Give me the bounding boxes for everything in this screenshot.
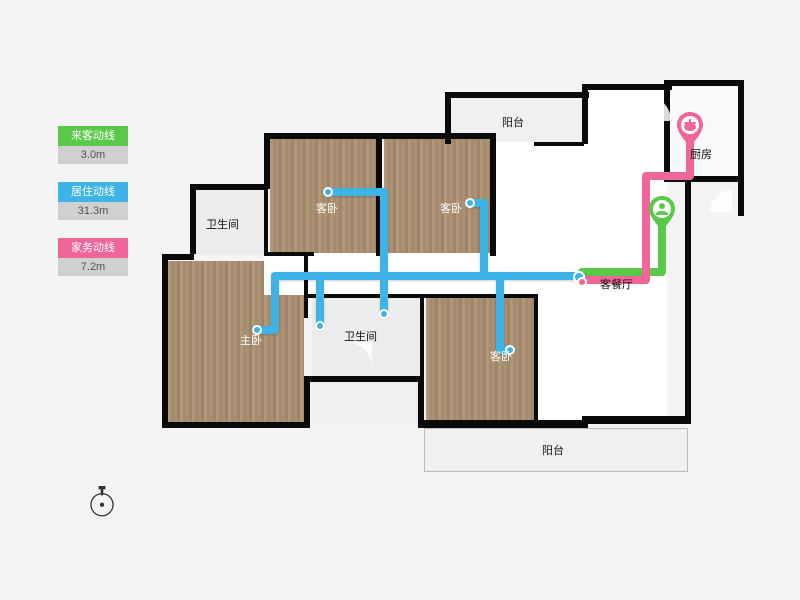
path-dot [465, 198, 475, 208]
legend-value: 7.2m [58, 258, 128, 276]
door-icon [645, 95, 671, 121]
room-balcony-bottom2 [312, 380, 422, 425]
label-bath2: 卫生间 [344, 328, 377, 344]
door-icon [710, 190, 732, 212]
corridor [264, 253, 590, 295]
label-bedroom3: 客卧 [490, 348, 512, 364]
legend-item-house: 家务动线 7.2m [58, 238, 128, 276]
label-bedroom1: 客卧 [316, 200, 338, 216]
label-bedroom2: 客卧 [440, 200, 462, 216]
legend-item-guest: 来客动线 3.0m [58, 126, 128, 164]
marker-guest-icon [649, 196, 675, 230]
label-living: 客餐厅 [600, 276, 633, 292]
label-balcony-bottom: 阳台 [542, 442, 564, 458]
legend-label: 来客动线 [58, 126, 128, 146]
label-balcony-top: 阳台 [502, 114, 524, 130]
label-bath1: 卫生间 [206, 216, 239, 232]
door-icon [346, 342, 372, 368]
compass-icon [85, 486, 119, 520]
label-master: 主卧 [240, 332, 262, 348]
legend-label: 家务动线 [58, 238, 128, 258]
path-dot [315, 321, 325, 331]
path-dot [577, 277, 587, 287]
path-dot [379, 309, 389, 319]
room-bedroom3 [426, 298, 534, 422]
room-bedroom2 [384, 139, 490, 253]
room-bedroom1 [270, 139, 376, 253]
legend: 来客动线 3.0m 居住动线 31.3m 家务动线 7.2m [58, 126, 128, 294]
legend-value: 3.0m [58, 146, 128, 164]
legend-value: 31.3m [58, 202, 128, 220]
floor-plan: 阳台 厨房 卫生间 客卧 客卧 客餐厅 主卧 卫生间 客卧 阳台 [150, 80, 750, 520]
path-dot [323, 187, 333, 197]
legend-label: 居住动线 [58, 182, 128, 202]
legend-item-living: 居住动线 31.3m [58, 182, 128, 220]
label-kitchen: 厨房 [690, 146, 712, 162]
marker-house-icon [677, 112, 703, 146]
room-living-area [582, 88, 667, 422]
